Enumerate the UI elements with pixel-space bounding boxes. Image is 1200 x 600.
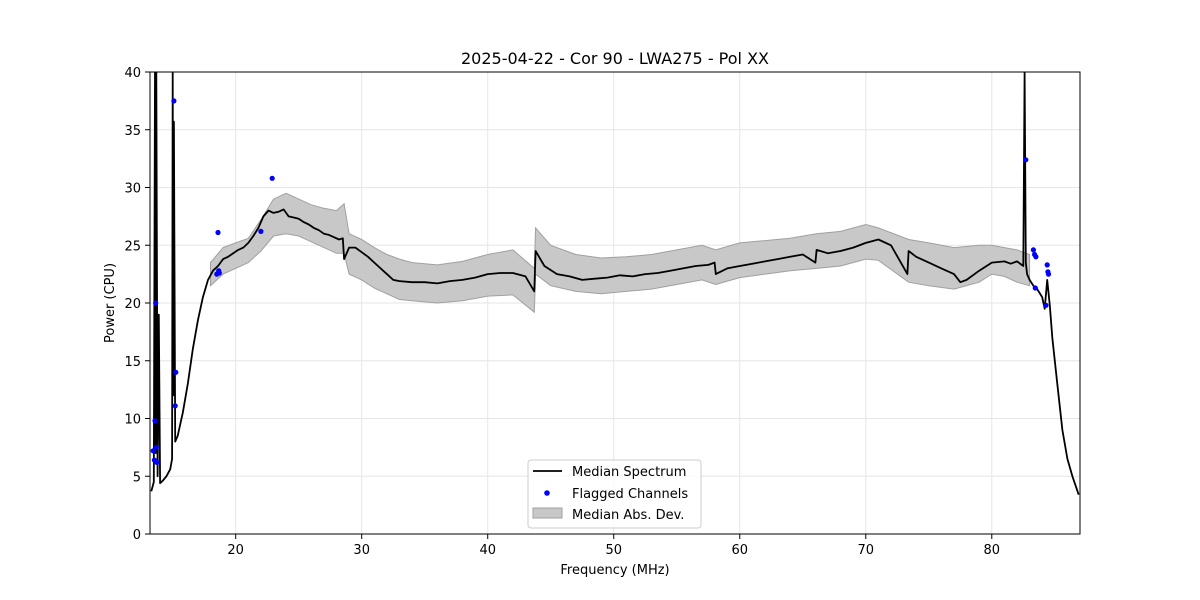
legend: Median Spectrum Flagged Channels Median …	[527, 459, 702, 529]
flagged-channel-point	[216, 270, 222, 276]
y-tick-label: 20	[124, 297, 141, 312]
flagged-channel-point	[1032, 285, 1038, 291]
flagged-channel-point	[1023, 157, 1029, 163]
x-tick-label: 30	[353, 543, 370, 558]
x-tick-label: 40	[479, 543, 496, 558]
flagged-channel-point	[154, 459, 160, 465]
median-spectrum-line	[150, 72, 1080, 495]
flagged-channel-point	[152, 418, 158, 424]
flagged-points	[150, 98, 1052, 465]
y-axis-ticks: 0 5 10 15 20 25 30 35 40	[124, 66, 150, 543]
y-tick-label: 35	[124, 124, 141, 139]
median-line	[150, 72, 1080, 495]
y-axis-label: Power (CPU)	[103, 263, 118, 343]
legend-point-swatch	[544, 490, 550, 496]
flagged-channel-point	[269, 175, 275, 181]
chart-title: 2025-04-22 - Cor 90 - LWA275 - Pol XX	[461, 49, 769, 68]
x-tick-label: 70	[857, 543, 874, 558]
flagged-channel-point	[1044, 262, 1050, 268]
x-axis-label: Frequency (MHz)	[560, 563, 669, 578]
flagged-channel-point	[153, 300, 159, 306]
flagged-channel-point	[1033, 254, 1039, 260]
flagged-channel-point	[173, 369, 179, 375]
x-tick-label: 80	[984, 543, 1001, 558]
x-tick-label: 60	[731, 543, 748, 558]
flagged-channel-point	[150, 448, 156, 454]
flagged-channel-point	[1030, 247, 1036, 253]
flagged-channel-point	[258, 228, 264, 234]
flagged-channel-point	[1043, 302, 1049, 308]
legend-box	[527, 459, 702, 529]
legend-median-label: Median Spectrum	[572, 465, 686, 480]
flagged-channel-point	[172, 403, 178, 409]
flagged-channel-point	[153, 444, 159, 450]
y-tick-label: 10	[124, 413, 141, 428]
legend-mad-label: Median Abs. Dev.	[572, 508, 684, 523]
flagged-channel-point	[1045, 271, 1052, 277]
y-tick-label: 0	[133, 528, 141, 543]
y-tick-label: 15	[124, 355, 141, 370]
x-tick-label: 50	[605, 543, 622, 558]
legend-band-swatch	[532, 507, 563, 519]
x-tick-label: 20	[227, 543, 244, 558]
flagged-channel-point	[215, 229, 221, 236]
y-tick-label: 40	[124, 66, 141, 81]
x-axis-ticks: 20 30 40 50 60 70 80	[227, 534, 1000, 558]
flagged-channel-point	[171, 98, 177, 104]
y-tick-label: 25	[124, 239, 141, 254]
y-tick-label: 5	[133, 470, 141, 485]
legend-flagged-label: Flagged Channels	[572, 487, 688, 502]
y-tick-label: 30	[124, 182, 141, 197]
